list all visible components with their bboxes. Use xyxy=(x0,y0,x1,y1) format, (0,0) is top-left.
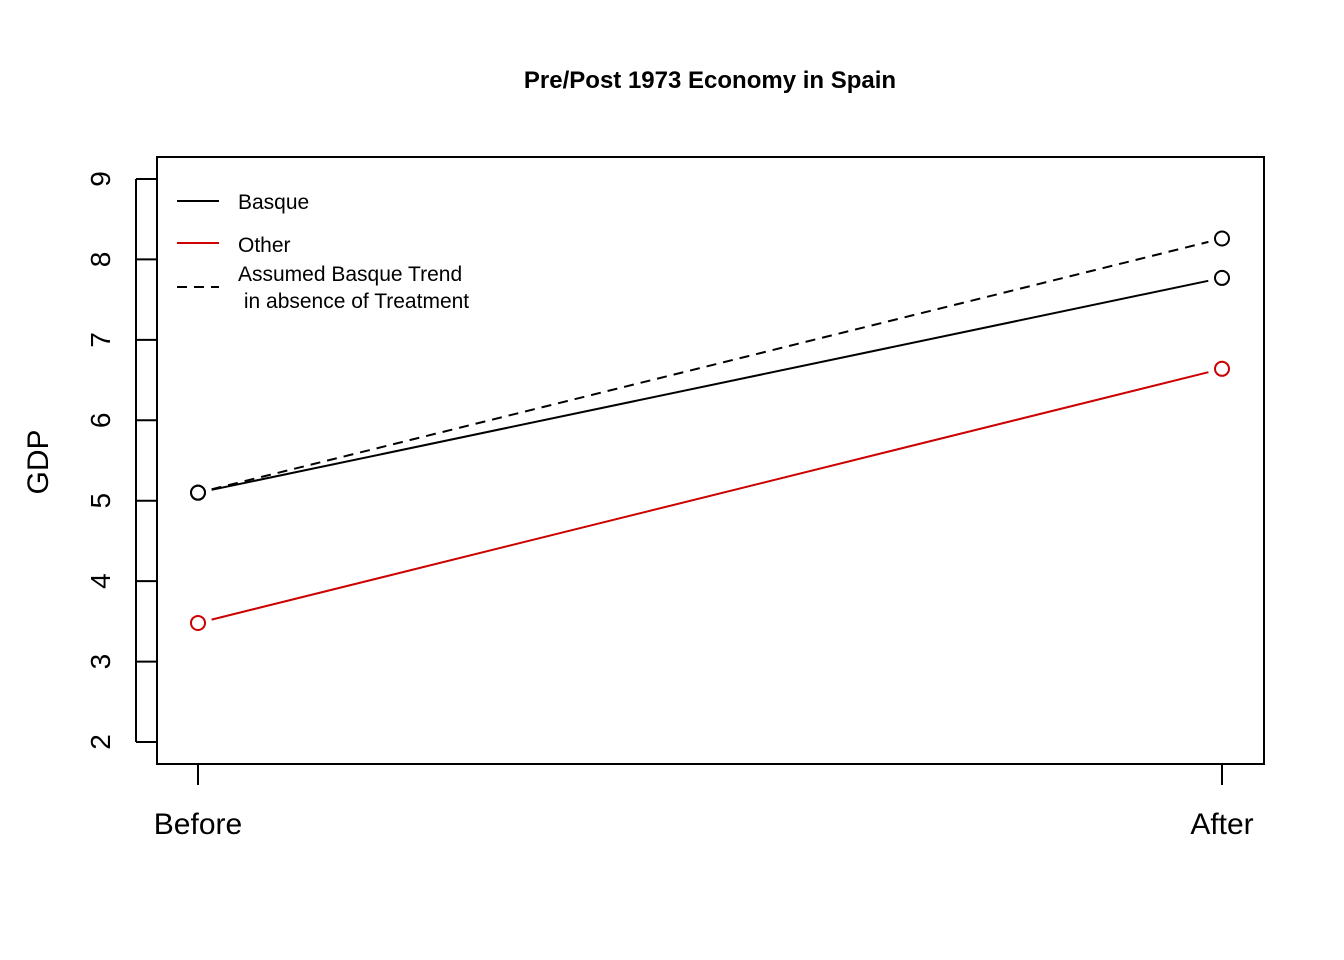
legend-item: Other xyxy=(177,234,291,257)
series-line xyxy=(211,371,1209,621)
x-tick-label: Before xyxy=(154,808,242,841)
legend-label: in absence of Treatment xyxy=(238,290,469,313)
x-axis: Before After xyxy=(154,764,1254,841)
y-tick-label: 6 xyxy=(85,412,116,428)
series-layer xyxy=(190,230,1230,631)
series-1 xyxy=(190,360,1230,631)
series-2 xyxy=(190,230,1230,501)
y-axis-label: GDP xyxy=(22,429,55,494)
series-line xyxy=(211,279,1209,491)
legend-label: Other xyxy=(238,234,291,257)
data-point xyxy=(1214,230,1230,247)
data-point xyxy=(1214,360,1230,377)
y-tick-label: 5 xyxy=(85,493,116,509)
legend-item: Basque xyxy=(177,191,309,214)
y-axis: 2 3 4 5 6 7 8 9 xyxy=(85,171,157,750)
y-tick-label: 9 xyxy=(85,171,116,187)
legend-label: Assumed Basque Trend xyxy=(238,263,462,286)
legend: Basque Other Assumed Basque Trend in absen… xyxy=(177,191,469,313)
data-point xyxy=(190,484,206,501)
y-tick-label: 8 xyxy=(85,252,116,268)
data-point xyxy=(1214,269,1230,286)
plot-frame xyxy=(156,156,1265,765)
y-tick-label: 4 xyxy=(85,573,116,589)
legend-item: Assumed Basque Trend in absence of Treat… xyxy=(177,263,469,313)
legend-label: Basque xyxy=(238,191,309,214)
y-tick-label: 3 xyxy=(85,654,116,670)
y-tick-label: 7 xyxy=(85,332,116,348)
series-line xyxy=(211,240,1209,491)
y-tick-label: 2 xyxy=(85,734,116,750)
data-point xyxy=(190,614,206,631)
chart-title: Pre/Post 1973 Economy in Spain xyxy=(524,67,896,94)
x-tick-label: After xyxy=(1190,808,1253,841)
